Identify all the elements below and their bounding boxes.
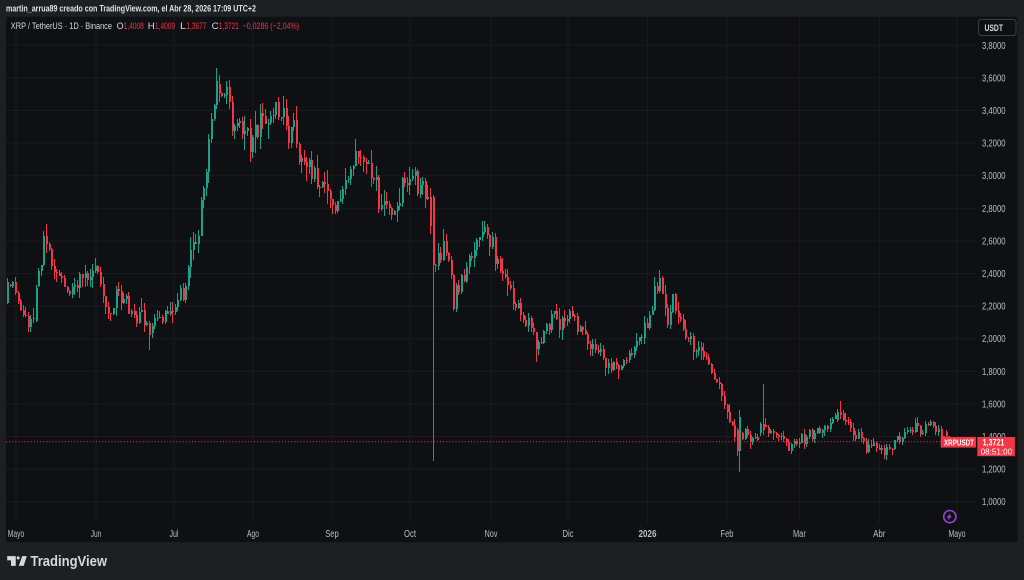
svg-text:C: C (212, 21, 219, 32)
svg-text:2,6000: 2,6000 (982, 236, 1006, 247)
svg-text:1,8000: 1,8000 (982, 367, 1006, 378)
svg-text:1,0000: 1,0000 (982, 497, 1006, 508)
svg-text:XRP / TetherUS · 1D · Binance: XRP / TetherUS · 1D · Binance (11, 21, 112, 32)
svg-text:08:51:00: 08:51:00 (981, 446, 1013, 456)
svg-text:Jun: Jun (91, 529, 102, 540)
svg-text:3,2000: 3,2000 (982, 139, 1006, 150)
svg-text:1,3677: 1,3677 (186, 21, 206, 32)
svg-text:USDT: USDT (985, 23, 1004, 34)
svg-text:Mayo: Mayo (8, 529, 25, 540)
svg-text:Mayo: Mayo (949, 529, 966, 540)
svg-text:Jul: Jul (170, 529, 179, 540)
svg-text:martin_arrua89 creado con Trad: martin_arrua89 creado con TradingView.co… (6, 4, 256, 15)
svg-text:3,0000: 3,0000 (982, 171, 1006, 182)
svg-text:1,4009: 1,4009 (155, 21, 175, 32)
svg-text:Ago: Ago (247, 529, 259, 540)
svg-text:1,2000: 1,2000 (982, 465, 1006, 476)
svg-text:Oct: Oct (404, 529, 416, 540)
svg-text:TradingView: TradingView (31, 554, 108, 570)
svg-text:1,3721: 1,3721 (219, 21, 239, 32)
svg-text:3,4000: 3,4000 (982, 106, 1006, 117)
svg-text:O: O (117, 21, 124, 32)
svg-text:2026: 2026 (639, 529, 657, 540)
svg-text:H: H (148, 21, 155, 32)
svg-text:1,4008: 1,4008 (124, 21, 144, 32)
svg-text:XRPUSDT: XRPUSDT (944, 437, 975, 447)
svg-text:Abr: Abr (873, 529, 886, 540)
svg-text:Mar: Mar (793, 529, 806, 540)
svg-text:Dic: Dic (563, 529, 574, 540)
svg-text:1,6000: 1,6000 (982, 399, 1006, 410)
svg-text:Nov: Nov (485, 529, 498, 540)
svg-text:1,3721: 1,3721 (983, 438, 1005, 449)
svg-text:2,2000: 2,2000 (982, 302, 1006, 313)
svg-text:3,6000: 3,6000 (982, 73, 1006, 84)
svg-text:L: L (180, 21, 186, 32)
svg-text:3,8000: 3,8000 (982, 41, 1006, 52)
svg-text:2,4000: 2,4000 (982, 269, 1006, 280)
svg-text:−0,0286 (−2,04%): −0,0286 (−2,04%) (243, 21, 300, 32)
svg-text:Feb: Feb (721, 529, 734, 540)
svg-text:2,8000: 2,8000 (982, 204, 1006, 215)
svg-text:2,0000: 2,0000 (982, 334, 1006, 345)
svg-text:Sep: Sep (325, 529, 339, 540)
